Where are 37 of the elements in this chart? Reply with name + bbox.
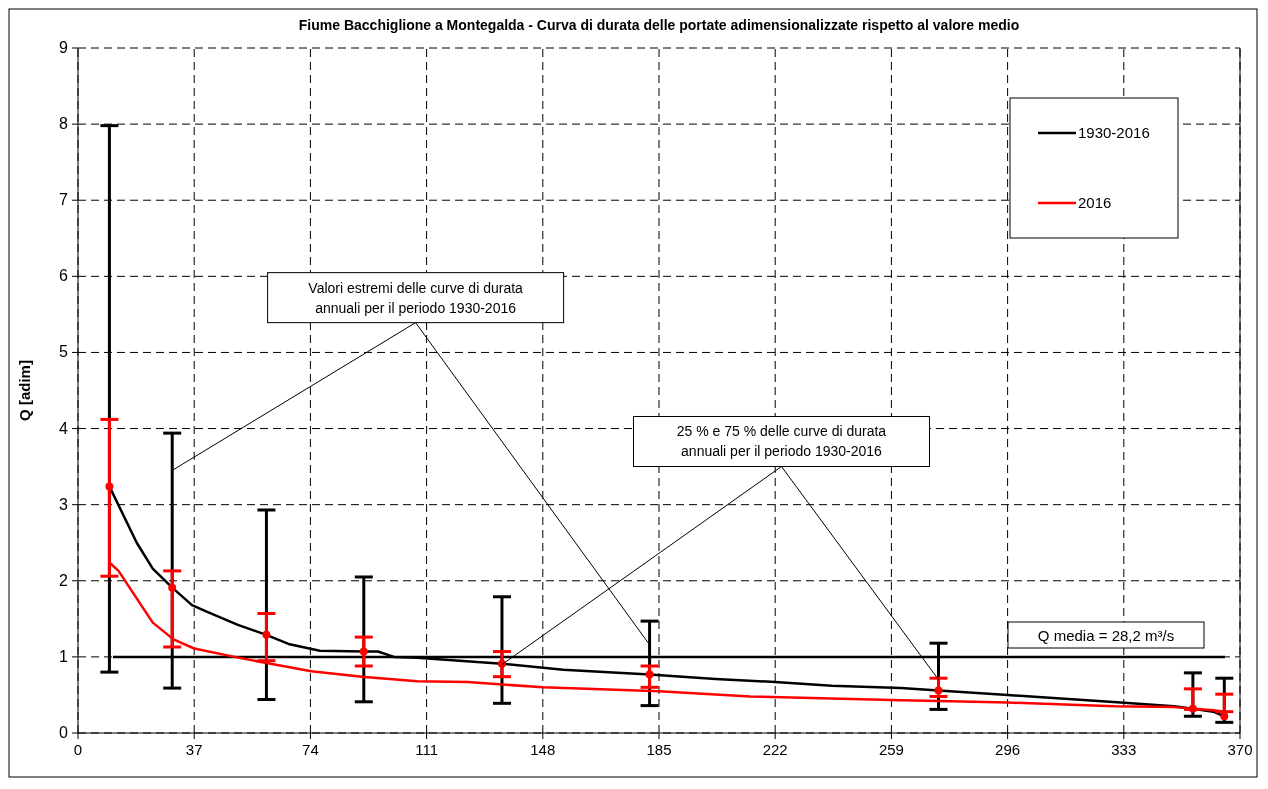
- point: [1188, 704, 1197, 713]
- x-tick-label: 259: [878, 741, 904, 758]
- x-tick-label: 111: [415, 741, 439, 758]
- legend-label: 1930-2016: [1078, 124, 1150, 141]
- x-tick-label: 0: [73, 741, 83, 758]
- y-tick-label: 0: [59, 724, 69, 741]
- y-tick-label: 9: [59, 39, 69, 56]
- x-tick-label: 370: [1227, 741, 1253, 758]
- x-tick-label: 148: [530, 741, 556, 758]
- y-axis-title: Q [adim]: [16, 360, 33, 421]
- y-tick-label: 8: [59, 115, 69, 133]
- x-tick-label: 222: [762, 741, 788, 758]
- point: [1220, 712, 1229, 721]
- annotation: Valori estremi delle curve di durata annuali per il periodo 1930-2016: [308, 279, 524, 316]
- point: [105, 482, 114, 491]
- point: [497, 659, 506, 668]
- x-tick-label: 333: [1111, 741, 1137, 758]
- annotation: Q media = 28,2 m³/s: [1037, 627, 1175, 644]
- point: [359, 647, 368, 656]
- x-tick-label: 37: [185, 741, 203, 758]
- y-tick-label: 6: [59, 267, 69, 285]
- chart-title: Fiume Bacchiglione a Montegalda - Curva di durata delle portate adimensionalizzate rispetto al valore medio: [298, 17, 1020, 33]
- annotation: 25 % e 75 % delle curve di durata annuali per il periodo 1930-2016: [676, 423, 887, 460]
- y-tick-label: 2: [59, 571, 69, 589]
- x-tick-label: 296: [995, 741, 1021, 758]
- y-tick-label: 7: [59, 191, 69, 209]
- y-tick-label: 4: [59, 419, 69, 437]
- y-tick-label: 5: [59, 343, 69, 361]
- x-tick-label: 185: [646, 741, 672, 758]
- legend-label: 2016: [1078, 194, 1112, 211]
- x-tick-label: 74: [302, 741, 319, 758]
- point: [262, 630, 271, 639]
- point: [168, 583, 177, 592]
- point: [934, 686, 943, 695]
- point: [645, 670, 654, 679]
- y-tick-label: 3: [59, 495, 69, 513]
- y-tick-label: 1: [59, 647, 69, 665]
